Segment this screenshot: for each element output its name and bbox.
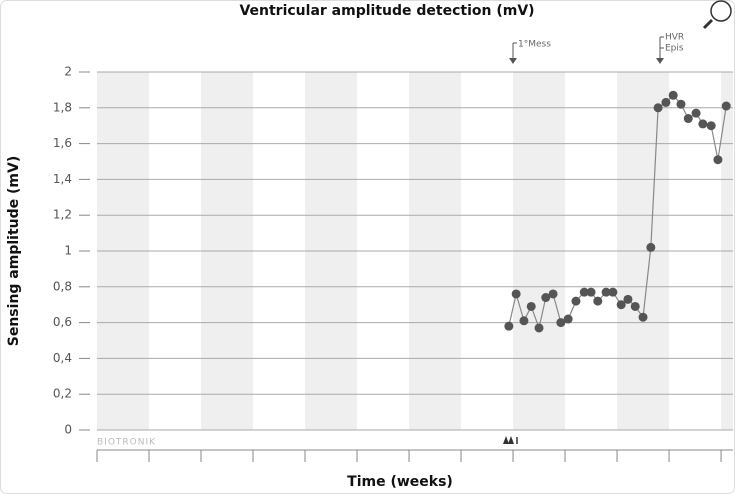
point [541, 293, 551, 303]
lens [710, 0, 732, 22]
point [668, 90, 678, 100]
point [683, 114, 693, 124]
y-tick-label: 1,6 [53, 136, 72, 150]
y-tick-label: 0,8 [53, 279, 72, 293]
y-tick-label: 0,2 [53, 387, 72, 401]
y-tick-label: 1,4 [53, 172, 72, 186]
point [698, 119, 708, 129]
y-tick-label: 0,6 [53, 315, 72, 329]
handle [702, 18, 714, 30]
annotation-marker [512, 42, 517, 60]
point [601, 287, 611, 297]
watermark: BIOTRONIK [97, 438, 156, 448]
x-axis-label: Time (weeks) [347, 474, 453, 490]
y-axis-label: Sensing amplitude (mV) [6, 156, 22, 346]
point [504, 321, 514, 331]
point [593, 296, 603, 306]
point [691, 108, 701, 118]
y-tick-label: 1,2 [53, 208, 72, 222]
point [721, 101, 731, 111]
point [608, 287, 618, 297]
y-tick-label: 0,4 [53, 351, 72, 365]
point [638, 312, 648, 322]
point [556, 318, 566, 328]
event-marks [503, 436, 514, 444]
point [579, 287, 589, 297]
annotation-marker [659, 36, 664, 60]
annotation-arrow [656, 58, 664, 64]
annotation: 1°Mess [518, 40, 551, 50]
point [526, 301, 536, 311]
annotation: HVR [665, 33, 684, 43]
point [630, 301, 640, 311]
point [653, 103, 663, 113]
point [713, 155, 723, 165]
point [586, 287, 596, 297]
point [623, 294, 633, 304]
magnifier-icon[interactable] [702, 0, 732, 30]
chart-title: Ventricular amplitude detection (mV) [239, 3, 534, 19]
point [706, 121, 716, 131]
annotation: Epis [665, 44, 684, 54]
y-tick-label: 1,8 [53, 100, 72, 114]
point [548, 289, 558, 299]
point [571, 296, 581, 306]
point [519, 316, 529, 326]
point [616, 300, 626, 310]
point [676, 99, 686, 109]
point [646, 242, 656, 252]
point [534, 323, 544, 333]
y-tick-label: 2 [64, 65, 72, 79]
point [661, 97, 671, 107]
y-tick-label: 0 [64, 423, 72, 437]
point [563, 314, 573, 324]
point [511, 289, 521, 299]
annotation-arrow [509, 58, 517, 64]
y-tick-label: 1 [64, 244, 72, 258]
